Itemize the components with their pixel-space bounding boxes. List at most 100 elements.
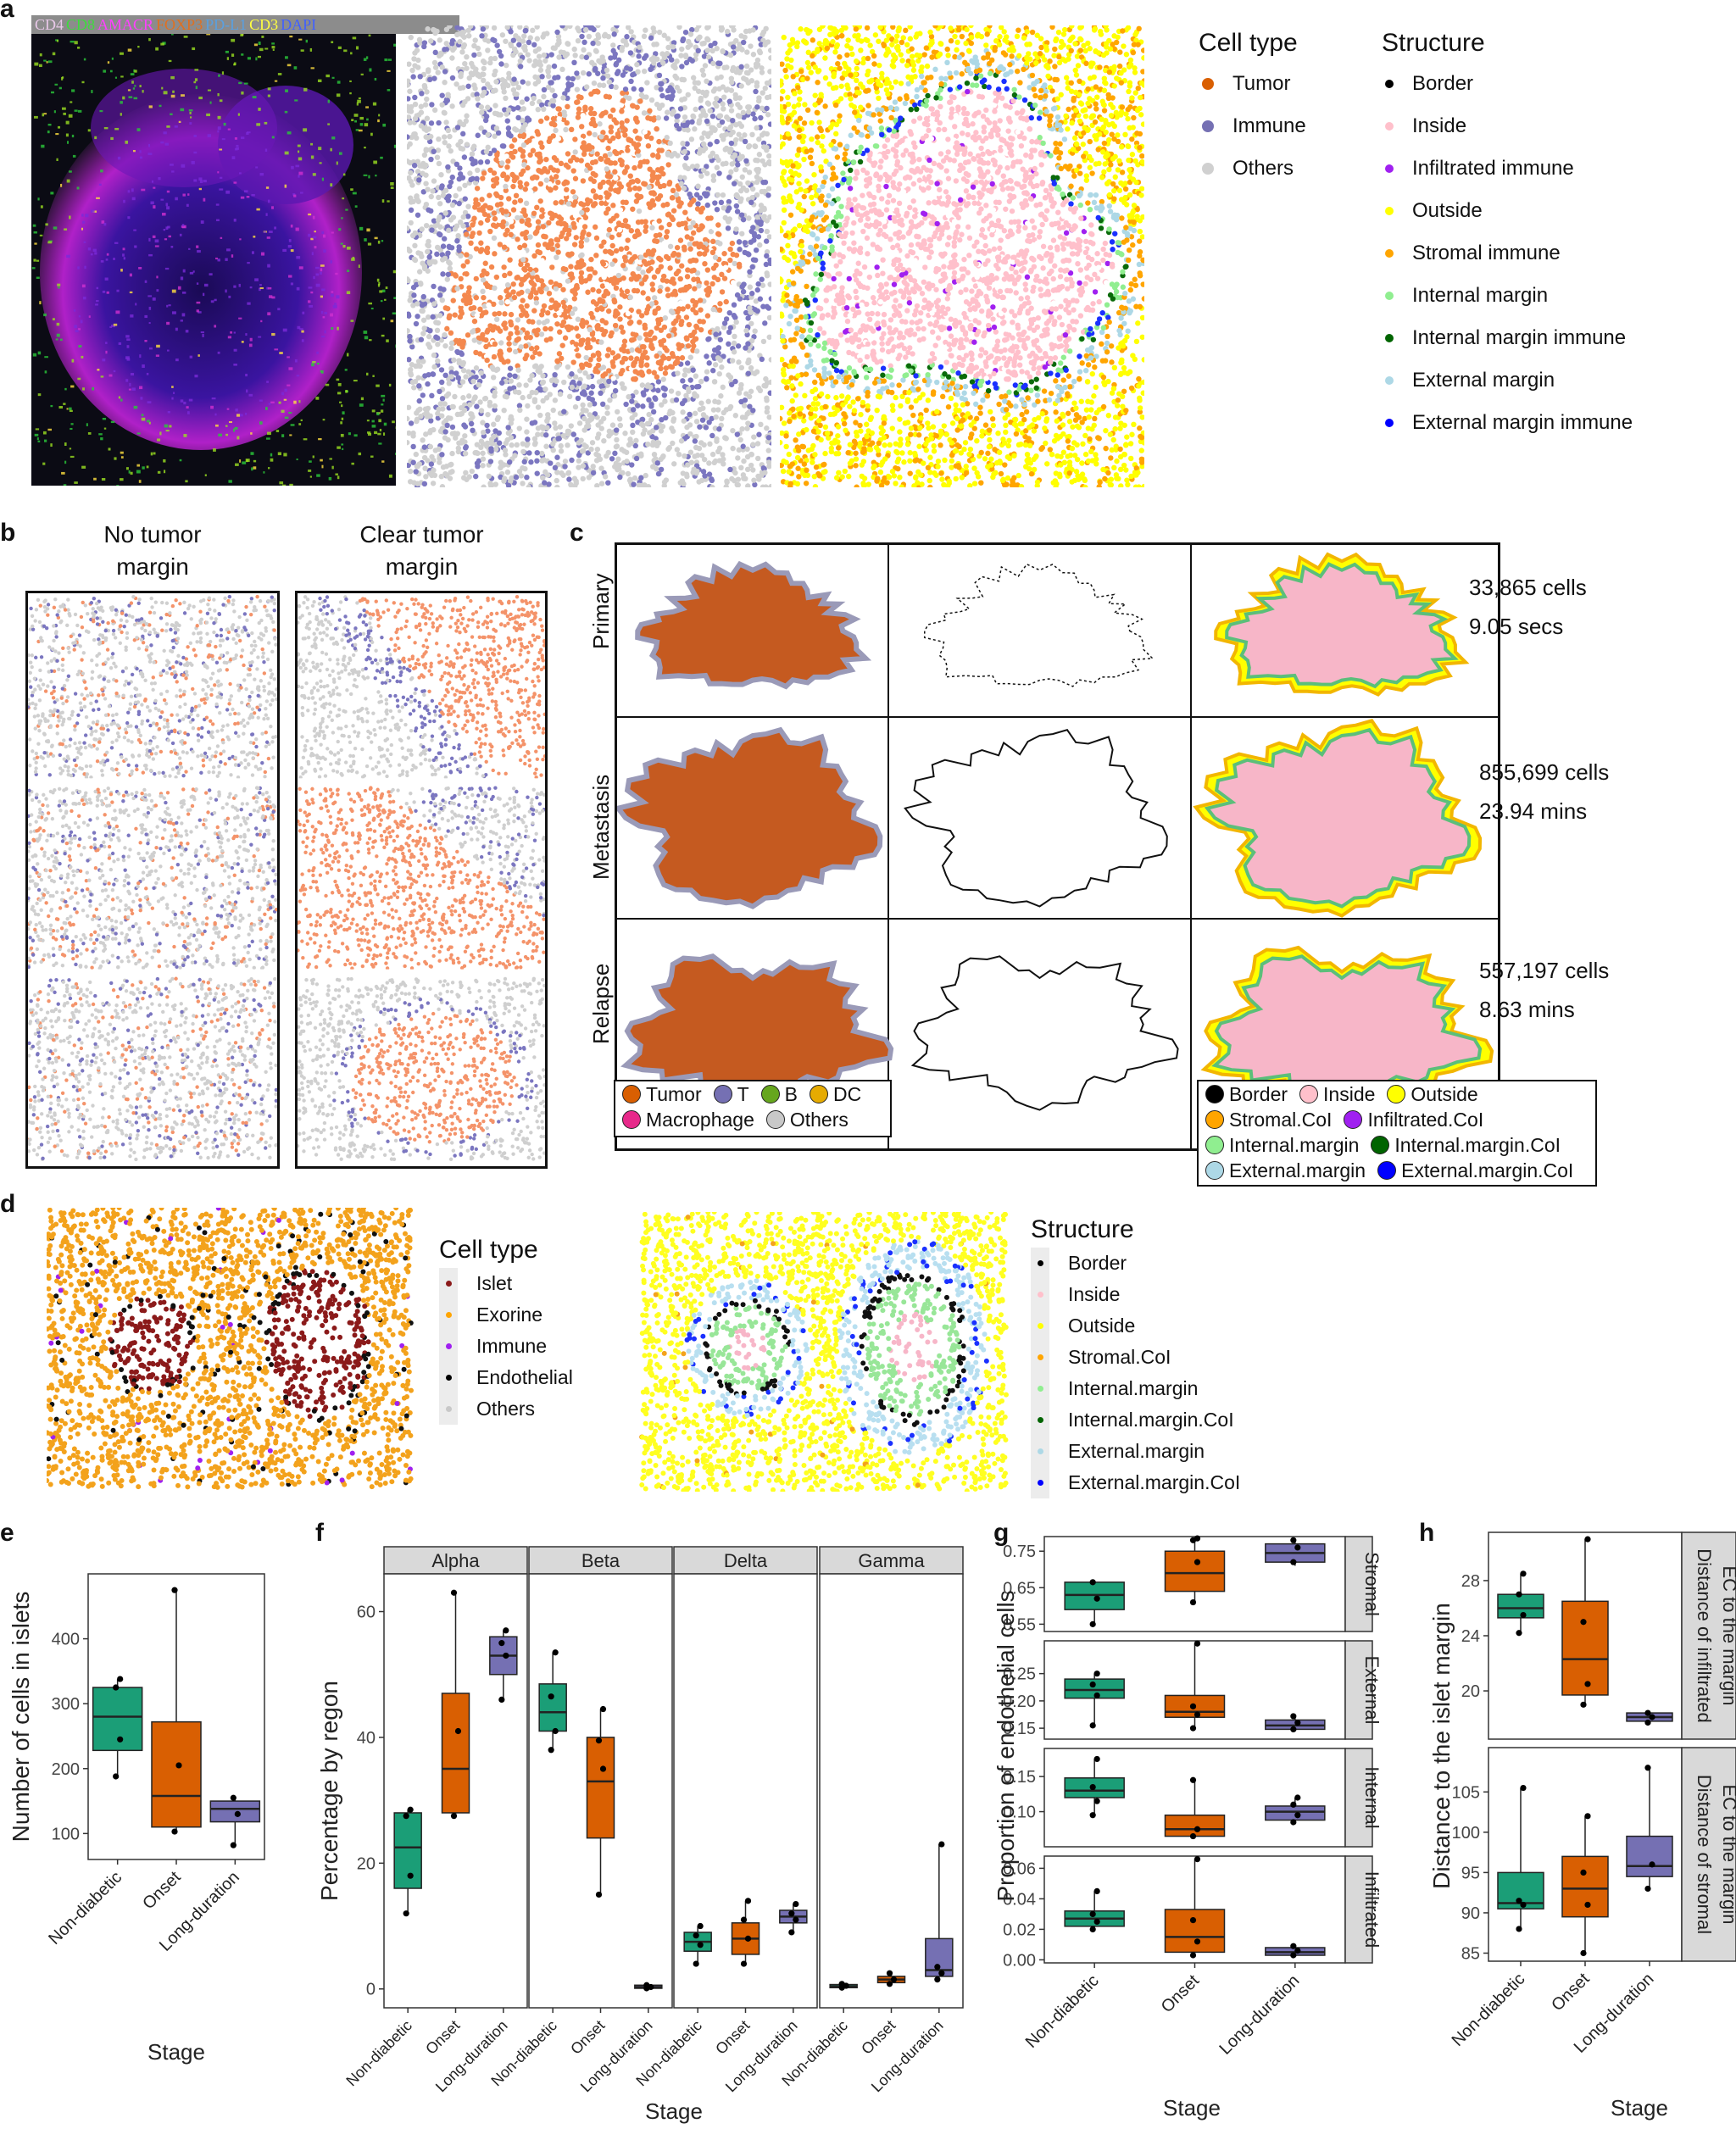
data-point: [552, 1727, 559, 1735]
data-point: [1516, 1898, 1522, 1904]
facet-strip: [1344, 1536, 1373, 1632]
legend-swatch: [713, 1085, 732, 1103]
legend-swatch: [1205, 1161, 1224, 1180]
legend-item: Immune: [439, 1331, 573, 1362]
panel-letter-h: h: [1419, 1519, 1434, 1548]
legend-swatch: [1385, 80, 1394, 88]
data-point: [1649, 1861, 1655, 1868]
data-point: [1290, 1819, 1297, 1826]
stat-cells: 557,197 cells: [1479, 951, 1609, 990]
data-point: [1194, 1535, 1201, 1542]
facet-strip: [528, 1546, 673, 1575]
channel-label: AMACR: [97, 16, 153, 33]
data-point: [788, 1910, 795, 1917]
legend-swatch: [1202, 120, 1214, 132]
legend-swatch: [760, 1085, 780, 1103]
row-label-primary: Primary: [588, 573, 615, 649]
facet-strip: [1344, 1855, 1373, 1964]
chart-g: Stromal 0.55 0.65 0.75 External 0.15 0.20 0.25 I…: [993, 1535, 1383, 2121]
legend-swatch: [1037, 1417, 1043, 1423]
legend-title: Cell type: [439, 1236, 573, 1265]
x-tick-label: Long-duration: [1216, 1971, 1304, 2059]
data-point: [693, 1932, 699, 1939]
data-point: [230, 1842, 236, 1848]
legend-label: Stromal.CoI: [1068, 1346, 1171, 1369]
x-tick-label: Onset: [422, 2017, 463, 2058]
legend-swatch: [1205, 1110, 1224, 1129]
data-point: [643, 1982, 650, 1988]
y-tick-label: 300: [52, 1695, 80, 1714]
data-point: [1189, 1703, 1197, 1709]
y-tick-label: 0.20: [1003, 1693, 1036, 1711]
data-point: [1584, 1681, 1591, 1687]
structure-legend-a: Structure Border Inside Infiltrated immune…: [1382, 29, 1633, 444]
box: [393, 1812, 422, 1889]
data-point: [1520, 1612, 1527, 1619]
data-point: [1584, 1813, 1591, 1820]
data-point: [1516, 1591, 1522, 1598]
data-point: [1520, 1901, 1527, 1909]
legend-label: Tumor: [1232, 72, 1290, 96]
pancreas-structure-scatter: [637, 1209, 1010, 1494]
data-point: [1194, 1826, 1201, 1832]
legend-item: Tumor: [1202, 63, 1306, 105]
pancreas-celltype-svg: [44, 1205, 414, 1490]
data-point: [1516, 1630, 1522, 1637]
data-point: [1194, 1640, 1201, 1647]
channel-label: CD3: [249, 16, 278, 33]
y-tick-label: 0: [366, 1981, 376, 1999]
x-tick-label: Onset: [858, 2017, 899, 2058]
data-point: [1189, 1832, 1197, 1840]
data-point: [498, 1640, 505, 1647]
facet-label: Gamma: [858, 1550, 925, 1571]
legend-label: External margin immune: [1412, 411, 1633, 435]
legend-label: Inside: [1068, 1283, 1120, 1306]
facet-strip: [1681, 1747, 1736, 1962]
x-tick-label: Non-diabetic: [1022, 1971, 1103, 2052]
legend-swatch: [1385, 376, 1394, 385]
legend-swatch: [445, 1343, 452, 1349]
y-axis-title: Distance to the islet margin: [1428, 1603, 1455, 1889]
x-axis-title: Stage: [1163, 2095, 1221, 2121]
data-point: [1516, 1926, 1522, 1932]
legend-label: Islet: [476, 1272, 512, 1295]
celltype-legend-a: Cell type Tumor Immune Others: [1199, 29, 1306, 190]
x-tick-label: Onset: [567, 2017, 608, 2058]
stat-metastasis: 855,699 cells 23.94 mins: [1479, 753, 1609, 831]
legend-key: [439, 1299, 458, 1331]
data-point: [693, 1960, 699, 1967]
data-point: [175, 1762, 182, 1769]
data-point: [934, 1964, 941, 1971]
legend-item: Others: [1202, 147, 1306, 190]
data-point: [788, 1929, 795, 1936]
facet-label: Infiltrated: [1361, 1871, 1383, 1948]
data-point: [838, 1981, 845, 1987]
data-point: [1089, 1812, 1096, 1819]
panel-c-celltype-legend: Tumor T B DC Macrophage Others: [614, 1080, 892, 1137]
data-point: [503, 1652, 509, 1659]
legend-label: T: [737, 1083, 749, 1106]
y-tick-label: 0.00: [1003, 1951, 1036, 1970]
facet-label: EC to the margin: [1719, 1565, 1736, 1705]
legend-swatch: [1299, 1085, 1319, 1103]
stat-time: 8.63 mins: [1479, 990, 1609, 1029]
y-tick-label: 90: [1461, 1904, 1480, 1923]
legend-label: External margin: [1412, 369, 1555, 392]
panel-c-structure-legend: Border Inside Outside Stromal.CoI Infiltrat…: [1197, 1080, 1597, 1187]
data-point: [1644, 1719, 1651, 1726]
box: [209, 1800, 261, 1823]
legend-swatch: [1037, 1260, 1043, 1266]
legend-key: [1031, 1342, 1049, 1373]
legend-label: Immune: [1232, 114, 1306, 138]
panel-letter-g: g: [993, 1519, 1009, 1548]
box: [538, 1683, 567, 1732]
data-point: [450, 1589, 458, 1596]
data-point: [697, 1942, 704, 1948]
data-point: [740, 1916, 748, 1923]
legend-key: [1031, 1248, 1049, 1279]
celltype-scatter-a-svg: [403, 22, 775, 491]
legend-label: Outside: [1412, 199, 1483, 223]
legend-key: [439, 1331, 458, 1362]
box: [1164, 1814, 1226, 1837]
